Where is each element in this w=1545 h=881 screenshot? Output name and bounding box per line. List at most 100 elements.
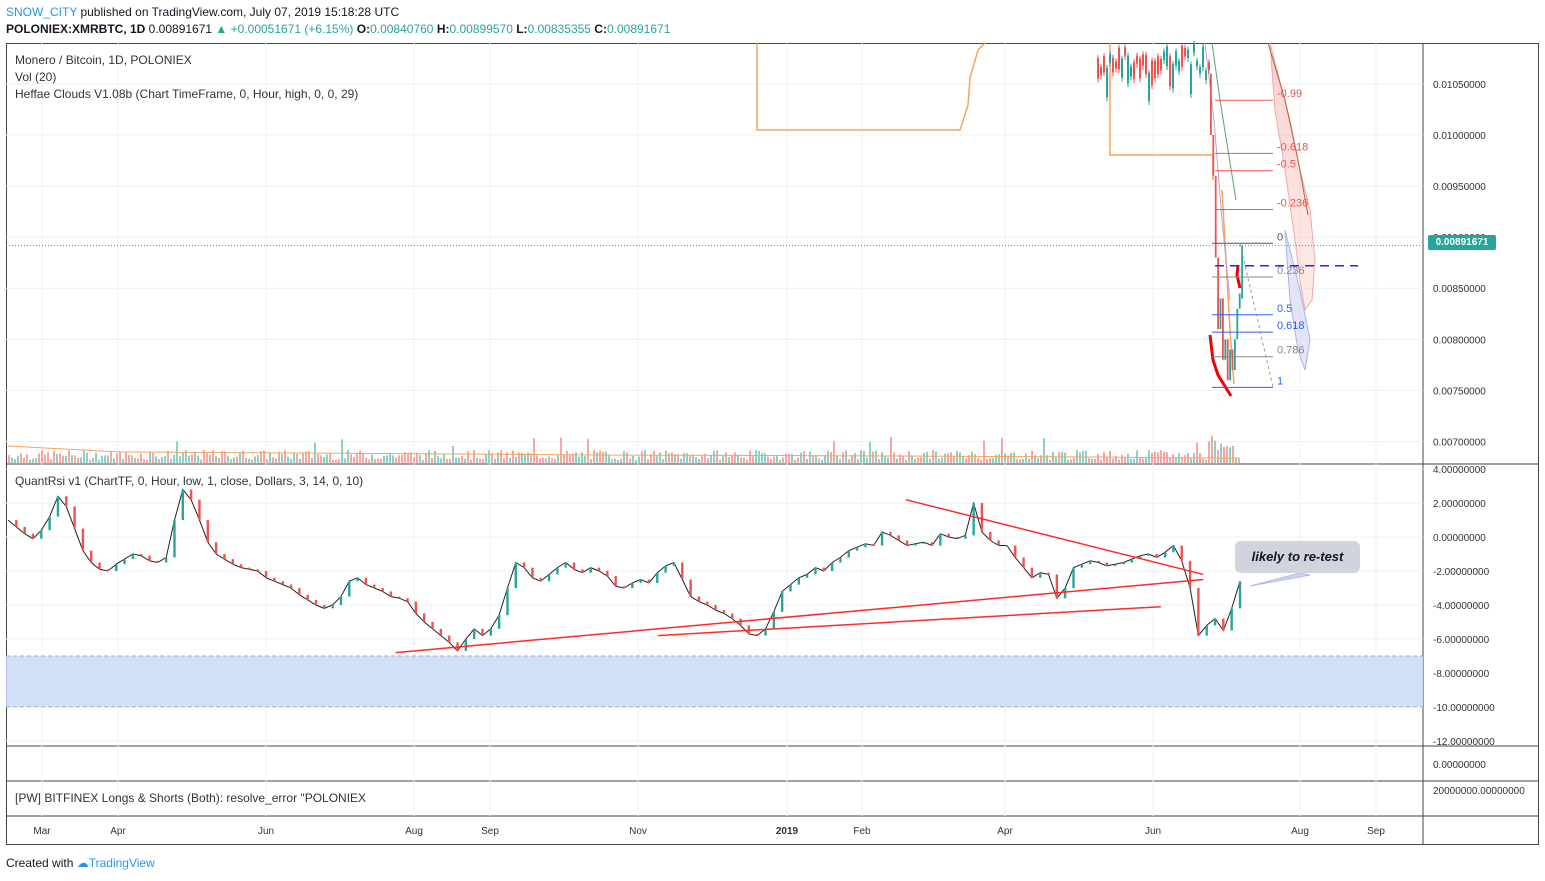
- high-value: 0.00899570: [449, 22, 513, 36]
- volume-bar: [410, 452, 412, 463]
- volume-bar: [317, 453, 319, 463]
- recent-candle: [1212, 134, 1215, 176]
- volume-bar: [803, 451, 805, 463]
- volume-bar: [362, 453, 364, 463]
- volume-bar: [1073, 457, 1075, 463]
- volume-bar: [776, 454, 778, 463]
- tradingview-brand[interactable]: TradingView: [88, 856, 155, 870]
- volume-bar: [953, 456, 955, 463]
- volume-bar: [263, 450, 265, 463]
- volume-bar: [170, 458, 172, 463]
- rsi-candle: [1055, 574, 1059, 599]
- recent-candle: [1231, 349, 1234, 370]
- volume-bar: [1175, 457, 1177, 463]
- price-tick-label: 0.00750000: [1433, 386, 1486, 397]
- volume-bar: [1091, 458, 1093, 463]
- volume-bar: [1088, 458, 1090, 463]
- volume-bar: [863, 450, 865, 463]
- volume-bar: [116, 453, 118, 463]
- rsi-candle: [298, 588, 301, 595]
- volume-bar: [1004, 453, 1006, 463]
- volume-bar: [335, 459, 337, 463]
- heffae-cloud-blue: [1284, 229, 1311, 371]
- volume-bar: [503, 458, 505, 463]
- rsi-candle: [56, 496, 60, 517]
- volume-bar: [848, 459, 850, 463]
- price-tick-label: 0.00850000: [1433, 284, 1486, 295]
- volume-bar: [935, 451, 937, 463]
- volume-bar: [188, 455, 190, 463]
- volume-bar: [110, 451, 112, 463]
- volume-bar: [623, 450, 625, 463]
- volume-bar: [374, 459, 376, 463]
- volume-bar: [1007, 455, 1009, 463]
- volume-bar: [1046, 455, 1048, 463]
- volume-bar: [1118, 459, 1120, 463]
- fib-label: -0.5: [1277, 159, 1296, 171]
- rsi-candle: [905, 540, 909, 546]
- volume-bar: [632, 456, 634, 463]
- volume-bar: [209, 454, 211, 463]
- volume-bar: [308, 451, 310, 463]
- candle-body: [1205, 70, 1207, 81]
- volume-bar: [707, 458, 709, 463]
- volume-bar: [1019, 459, 1021, 463]
- volume-bar: [143, 458, 145, 463]
- candle-body: [1199, 67, 1201, 74]
- volume-bar: [947, 453, 949, 463]
- volume-bar: [638, 456, 640, 463]
- volume-bar: [281, 454, 283, 463]
- volume-bar: [1139, 458, 1141, 463]
- volume-bar: [836, 455, 838, 463]
- rsi-candle: [656, 572, 659, 583]
- volume-bar: [29, 459, 31, 463]
- rsi-candle: [980, 503, 984, 532]
- rsi-candle: [914, 543, 917, 546]
- volume-bar: [959, 452, 961, 463]
- volume-bar: [662, 459, 664, 463]
- volume-bar: [95, 452, 97, 463]
- rsi-candle: [1105, 562, 1109, 566]
- candle-body: [1172, 63, 1174, 89]
- volume-bar: [524, 454, 526, 463]
- rsi-candle: [65, 496, 68, 507]
- volume-bar: [323, 456, 325, 463]
- recent-candle: [1229, 349, 1231, 381]
- candle-body: [1190, 64, 1192, 94]
- volume-bar: [125, 451, 127, 463]
- fib-label: 0.786: [1277, 345, 1305, 357]
- rsi-candle: [922, 542, 925, 544]
- volume-bar: [1037, 458, 1039, 463]
- volume-bar: [572, 453, 574, 463]
- candle-body: [1142, 54, 1144, 66]
- volume-bar: [1055, 457, 1057, 463]
- volume-bar: [1148, 450, 1150, 463]
- x-tick-label: Nov: [629, 826, 647, 837]
- x-tick-label: Aug: [405, 826, 423, 837]
- author-name[interactable]: SNOW_CITY: [6, 5, 78, 19]
- volume-bar: [1025, 453, 1027, 463]
- rsi-candle: [281, 581, 284, 585]
- candle-body: [1109, 53, 1111, 63]
- volume-bar: [1151, 453, 1153, 463]
- volume-bar: [983, 440, 985, 463]
- volume-bar: [737, 454, 739, 463]
- volume-bar: [842, 452, 844, 463]
- volume-bar: [515, 456, 517, 463]
- volume-bar: [965, 458, 967, 463]
- volume-bar: [119, 451, 121, 463]
- rsi-candle: [1147, 554, 1150, 556]
- volume-bar: [560, 437, 562, 463]
- volume-bar: [779, 459, 781, 463]
- volume-bar: [428, 450, 430, 463]
- rsi-candle: [681, 562, 684, 580]
- rsi-candle: [1080, 564, 1084, 568]
- volume-bar: [647, 459, 649, 463]
- volume-bar: [1040, 455, 1042, 463]
- volume-bar: [905, 459, 907, 463]
- volume-bar: [581, 452, 583, 463]
- volume-bar: [332, 459, 334, 463]
- x-tick-label: Sep: [1367, 826, 1385, 837]
- volume-bar: [233, 457, 235, 463]
